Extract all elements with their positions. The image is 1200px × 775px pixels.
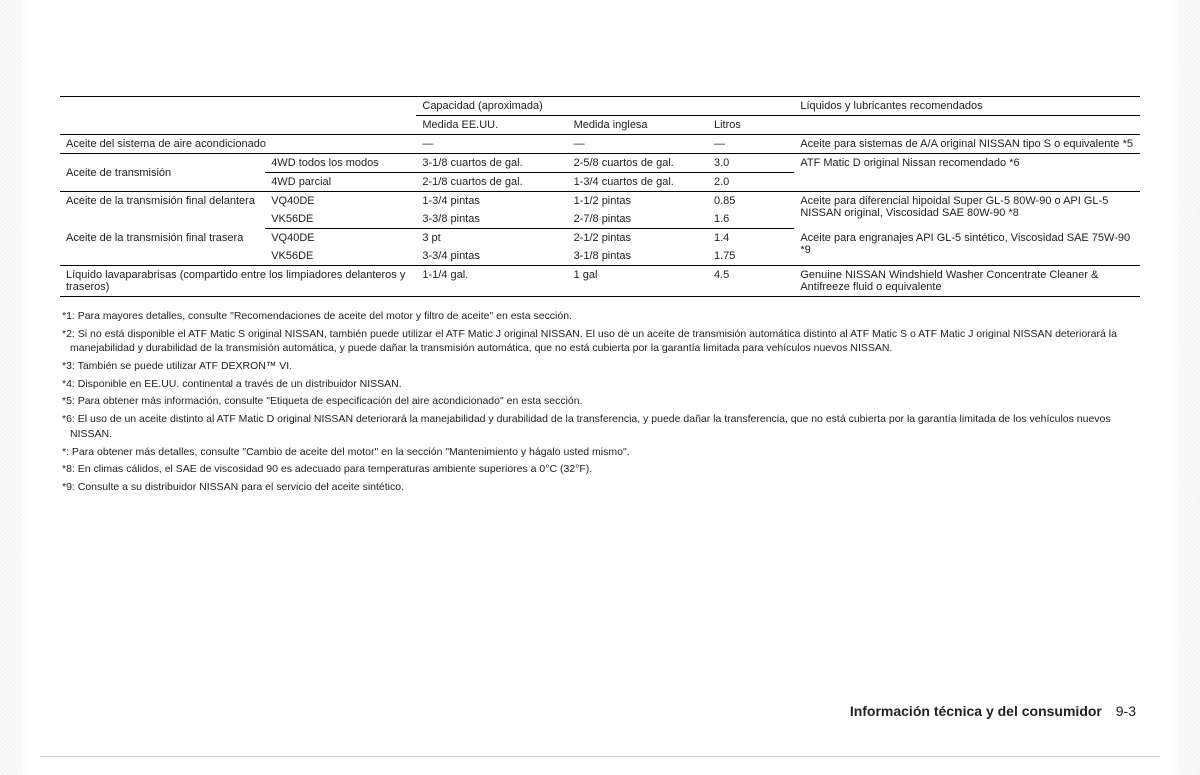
row-label-front: Aceite de la transmisión final delantera [60,192,265,229]
table-row: Líquido lavaparabrisas (compartido entre… [60,266,1140,297]
cell-rec: Aceite para engranajes API GL-5 sintétic… [794,229,1140,266]
cell-rec: Genuine NISSAN Windshield Washer Concent… [794,266,1140,297]
header-liters: Litros [708,116,794,135]
footnote: *9: Consulte a su distribuidor NISSAN pa… [70,480,1140,495]
row-label-washer: Líquido lavaparabrisas (compartido entre… [60,266,416,297]
footnote: *4: Disponible en EE.UU. continental a t… [70,377,1140,392]
row-label-ac: Aceite del sistema de aire acondicionado [60,135,416,154]
cell: 1-3/4 cuartos de gal. [568,173,708,192]
footnote: *: Para obtener más detalles, consulte "… [70,445,1140,460]
footnote: *1: Para mayores detalles, consulte "Rec… [70,309,1140,324]
table-header-row-2: Medida EE.UU. Medida inglesa Litros [60,116,1140,135]
cell: 3-1/8 cuartos de gal. [416,154,567,173]
header-us: Medida EE.UU. [416,116,567,135]
cell: — [416,135,567,154]
table-row: Aceite de la transmisión final delantera… [60,192,1140,211]
cell-rec: ATF Matic D original Nissan recomendado … [794,154,1140,192]
cell: — [708,135,794,154]
cell: 1.75 [708,247,794,266]
scan-edge-line [40,756,1160,757]
footnote: *5: Para obtener más información, consul… [70,394,1140,409]
scan-noise-left [0,0,22,775]
sub-label: VQ40DE [265,229,416,248]
sub-label: VK56DE [265,210,416,229]
cell: 1-3/4 pintas [416,192,567,211]
cell: 2-5/8 cuartos de gal. [568,154,708,173]
cell: 4.5 [708,266,794,297]
cell: 1.4 [708,229,794,248]
cell: 3-3/8 pintas [416,210,567,229]
cell: 0.85 [708,192,794,211]
table-row: Aceite de la transmisión final trasera V… [60,229,1140,248]
footer-title: Información técnica y del consumidor [850,703,1102,719]
cell-rec: Aceite para diferencial hipoidal Super G… [794,192,1140,229]
cell: 1-1/2 pintas [568,192,708,211]
sub-label: VK56DE [265,247,416,266]
cell: 2-1/8 cuartos de gal. [416,173,567,192]
table-row: Aceite del sistema de aire acondicionado… [60,135,1140,154]
sub-label: VQ40DE [265,192,416,211]
cell: 3.0 [708,154,794,173]
cell: 2-7/8 pintas [568,210,708,229]
cell: 3 pt [416,229,567,248]
footnote: *3: También se puede utilizar ATF DEXRON… [70,359,1140,374]
footnote: *8: En climas cálidos, el SAE de viscosi… [70,462,1140,477]
table-row: Aceite de transmisión 4WD todos los modo… [60,154,1140,173]
header-recommended: Líquidos y lubricantes recomendados [794,97,1140,116]
row-label-trans: Aceite de transmisión [60,154,265,192]
footnote: *6: El uso de un aceite distinto al ATF … [70,412,1140,441]
scan-noise-right [1178,0,1200,775]
fluids-table: Capacidad (aproximada) Líquidos y lubric… [60,96,1140,297]
row-label-rear: Aceite de la transmisión final trasera [60,229,265,266]
sub-label: 4WD parcial [265,173,416,192]
footer-page-number: 9-3 [1116,703,1136,719]
header-capacity: Capacidad (aproximada) [416,97,794,116]
table-header-row-1: Capacidad (aproximada) Líquidos y lubric… [60,97,1140,116]
sub-label: 4WD todos los modos [265,154,416,173]
cell: 2.0 [708,173,794,192]
cell-rec: Aceite para sistemas de A/A original NIS… [794,135,1140,154]
document-page: Capacidad (aproximada) Líquidos y lubric… [0,0,1200,775]
cell: 3-1/8 pintas [568,247,708,266]
header-uk: Medida inglesa [568,116,708,135]
cell: 3-3/4 pintas [416,247,567,266]
cell: 1 gal [568,266,708,297]
page-footer: Información técnica y del consumidor 9-3 [850,703,1136,719]
footnote: *2: Si no está disponible el ATF Matic S… [70,327,1140,356]
footnotes-block: *1: Para mayores detalles, consulte "Rec… [60,309,1140,495]
cell: 1.6 [708,210,794,229]
cell: — [568,135,708,154]
cell: 1-1/4 gal. [416,266,567,297]
cell: 2-1/2 pintas [568,229,708,248]
